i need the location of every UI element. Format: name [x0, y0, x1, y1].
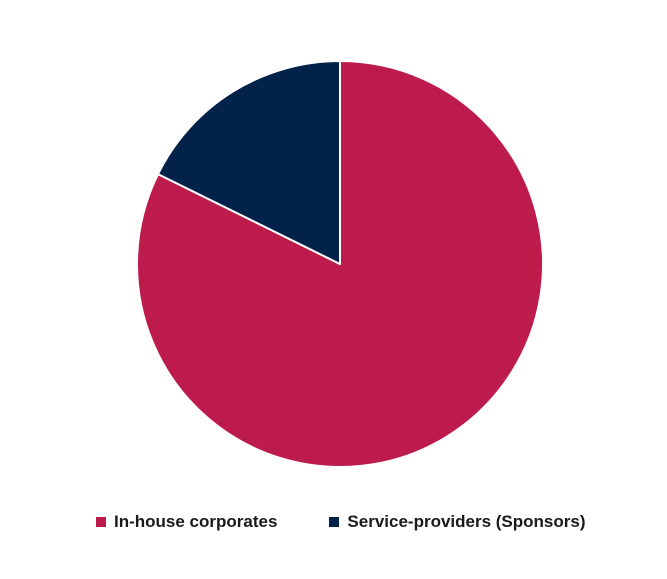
legend-item-service-providers: Service-providers (Sponsors)	[329, 512, 586, 532]
pie-slices	[136, 60, 544, 468]
chart-legend: In-house corporates Service-providers (S…	[96, 512, 586, 532]
pie-slice-service-providers-sponsors	[156, 60, 341, 265]
legend-label-service-providers: Service-providers (Sponsors)	[347, 512, 586, 531]
legend-swatch-service-providers	[329, 517, 340, 527]
legend-swatch-in-house-corporates	[96, 517, 106, 527]
legend-label-in-house-corporates: In-house corporates	[114, 512, 278, 531]
legend-item-in-house-corporates: In-house corporates	[96, 512, 277, 532]
